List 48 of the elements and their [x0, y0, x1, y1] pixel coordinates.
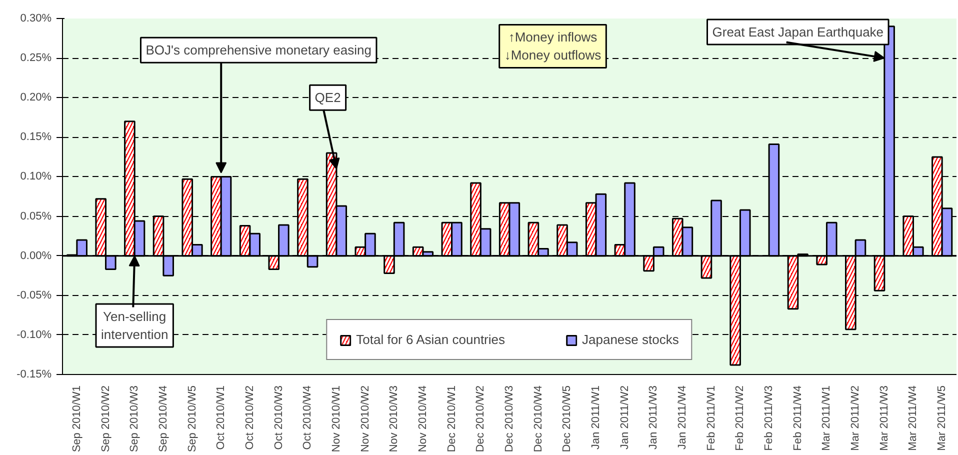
x-tick-label: Sep 2010/W2	[100, 386, 112, 452]
annotation: Great East Japan Earthquake	[712, 24, 884, 40]
x-tick-label: Dec 2010/W3	[504, 385, 516, 452]
y-tick-label: 0.10%	[20, 170, 52, 183]
x-tick-label: Oct 2010/W3	[272, 385, 285, 450]
annotation: BOJ's comprehensive monetary easing	[146, 42, 372, 58]
x-tick-label: Oct 2010/W1	[215, 385, 228, 450]
y-tick-label: -0.05%	[16, 289, 52, 302]
x-tick-label: Jan 2011/W3	[648, 385, 660, 450]
y-tick-label: 0.05%	[20, 210, 52, 222]
annotation: QE2	[314, 90, 341, 106]
x-tick-label: Feb 2011/W2	[734, 385, 746, 451]
y-tick-label: -0.10%	[16, 328, 52, 341]
x-tick-label: Feb 2011/W4	[792, 385, 804, 451]
x-tick-label: Nov 2010/W3	[388, 385, 400, 452]
x-tick-label: Mar 2011/W3	[878, 385, 890, 451]
y-tick-label: 0.15%	[20, 131, 52, 144]
annotation: Yen-selling intervention	[100, 308, 168, 342]
x-tick-label: Sep 2010/W5	[186, 386, 198, 452]
legend-label: Japanese stocks	[582, 332, 679, 347]
x-tick-label: Jan 2011/W2	[618, 385, 631, 450]
y-tick-label: 0.00%	[20, 250, 52, 262]
x-tick-label: Nov 2010/W2	[359, 385, 372, 452]
legend-label: Total for 6 Asian countries	[356, 332, 506, 347]
x-tick-label: Mar 2011/W2	[850, 385, 862, 451]
y-tick-label: -0.15%	[16, 368, 52, 380]
x-tick-label: Sep 2010/W4	[157, 386, 170, 452]
y-tick-label: 0.30%	[20, 12, 52, 24]
x-tick-label: Sep 2010/W3	[128, 386, 141, 452]
x-tick-label: Nov 2010/W4	[416, 385, 429, 452]
y-tick-label: 0.20%	[20, 92, 52, 104]
x-tick-label: Mar 2011/W1	[820, 385, 833, 451]
x-tick-label: Feb 2011/W1	[705, 385, 718, 451]
x-tick-label: Dec 2010/W2	[474, 385, 487, 452]
x-tick-label: Dec 2010/W5	[561, 385, 574, 452]
x-tick-label: Jan 2011/W4	[676, 385, 689, 450]
x-tick-label: Dec 2010/W4	[532, 385, 544, 452]
x-tick-label: Mar 2011/W5	[936, 385, 948, 451]
x-tick-label: Dec 2010/W1	[446, 385, 458, 452]
x-tick-label: Oct 2010/W2	[244, 385, 256, 450]
x-tick-label: Jan 2011/W1	[590, 385, 602, 450]
annotation: ↑Money inflows ↓Money outflows	[504, 30, 602, 63]
x-tick-label: Mar 2011/W4	[907, 385, 920, 451]
x-tick-label: Sep 2010/W1	[70, 386, 83, 452]
x-tick-label: Feb 2011/W3	[763, 385, 776, 451]
y-tick-label: 0.25%	[20, 52, 52, 64]
x-tick-label: Oct 2010/W4	[302, 385, 314, 450]
x-tick-label: Nov 2010/W1	[330, 385, 342, 452]
